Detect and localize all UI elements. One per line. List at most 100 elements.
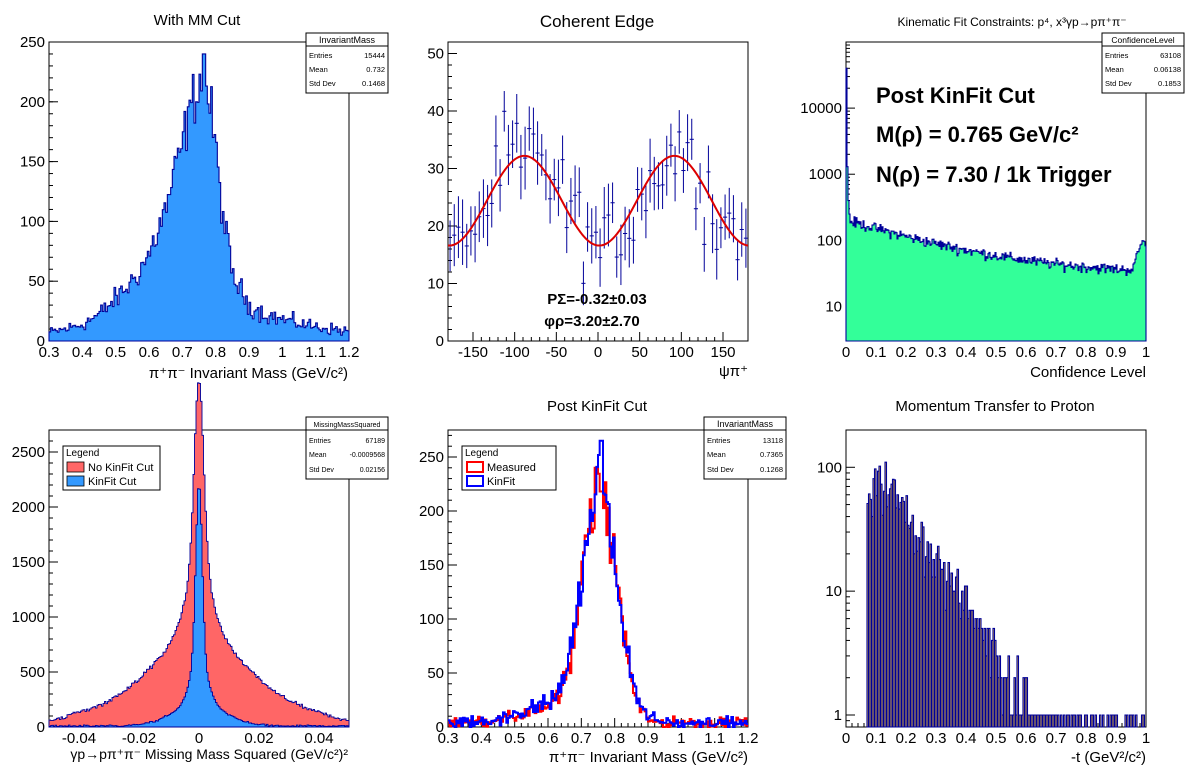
p5-ytick-label: 200	[419, 503, 444, 520]
p5-ytick-label: 100	[419, 611, 444, 628]
p6-xtick-label: 0	[842, 730, 850, 747]
p1-stats-entries-label: Entries	[309, 51, 333, 60]
p6-xtick-label: 0.6	[1016, 730, 1037, 747]
p5-xtick-label: 1	[677, 730, 685, 747]
p5-stats-entries-value: 13118	[763, 436, 783, 445]
p4-plot-area: -0.04 -0.02 0 0.02 0.04 0 500 1000 1500 2000 2500	[12, 382, 350, 747]
p5-xtick-label: 1.1	[704, 730, 725, 747]
p6-histogram	[866, 461, 1146, 728]
p2-fit-curve	[447, 154, 749, 247]
p2-xtick-label: -50	[545, 344, 567, 361]
p3-annotation-mass: M(ρ) = 0.765 GeV/c²	[876, 122, 1079, 147]
p5-plot-area: 0.3 0.4 0.5 0.6 0.7 0.8 0.9 1 1.1 1.2 0 50 100 150 200…	[419, 429, 759, 747]
p6-xtick-label: 0.4	[956, 730, 977, 747]
p6-xtick-label: 0.9	[1106, 730, 1127, 747]
p1-ytick-label: 150	[20, 154, 45, 171]
p2-fit-phase: φρ=3.20±2.70	[544, 313, 639, 330]
p3-annotation-cut: Post KinFit Cut	[876, 83, 1036, 108]
p4-stats-box: MissingMassSquared Entries 67189 Mean -0…	[305, 416, 389, 480]
p5-legend: Legend Measured KinFit	[461, 445, 557, 491]
p1-xtick-label: 0.6	[139, 344, 160, 361]
p3-stats-entries-label: Entries	[1105, 51, 1129, 60]
p5-stats-name: InvariantMass	[717, 419, 774, 429]
p4-legend-title: Legend	[66, 448, 99, 459]
p5-ytick-label: 50	[427, 665, 444, 682]
p1-stats-box: InvariantMass Entries 15444 Mean 0.732 S…	[305, 32, 389, 94]
p4-ytick-label: 0	[37, 719, 45, 736]
p3-xtick-label: 0.4	[956, 344, 977, 361]
p4-legend-swatch-kinfit	[66, 475, 85, 487]
panel-6: 0 0.1 0.2 0.3 0.4 0.5 0.6 0.7 0.8 0.9 1 1 10 100 Mome…	[817, 398, 1150, 766]
p1-xtick-label: 0.3	[39, 344, 60, 361]
p1-ytick-label: 200	[20, 94, 45, 111]
p2-plot-area: -150 -100 -50 0 50 100 150 0 10 20 30 40 50	[427, 41, 749, 361]
p1-xtick-label: 0.5	[105, 344, 126, 361]
p6-xtick-label: 0.8	[1076, 730, 1097, 747]
p6-ytick-label: 1	[834, 707, 842, 724]
p1-xtick-label: 0.8	[205, 344, 226, 361]
p2-ytick-label: 10	[427, 276, 444, 293]
p5-xtick-label: 0.7	[571, 730, 592, 747]
p2-title: Coherent Edge	[540, 12, 654, 31]
p2-xtick-label: 150	[710, 344, 735, 361]
p3-xtick-label: 0.5	[986, 344, 1007, 361]
p3-stats-std-label: Std Dev	[1105, 79, 1132, 88]
p6-title: Momentum Transfer to Proton	[895, 398, 1094, 415]
p4-ytick-label: 2500	[12, 444, 45, 461]
p5-legend-label-measured: Measured	[487, 462, 536, 474]
p3-stats-box: ConfidenceLevel Entries 63108 Mean 0.061…	[1101, 32, 1185, 94]
p2-ytick-label: 30	[427, 161, 444, 178]
p6-xtick-label: 0.7	[1046, 730, 1067, 747]
p4-stats-std-label: Std Dev	[309, 467, 334, 474]
p2-fit-asymmetry: PΣ=-0.32±0.03	[547, 291, 646, 308]
p2-ytick-label: 50	[427, 46, 444, 63]
p3-ytick-label: 10000	[800, 100, 842, 117]
p4-xtick-label: -0.02	[122, 730, 156, 747]
panel-1: 0.3 0.4 0.5 0.6 0.7 0.8 0.9 1 1.1 1.2 0 50 100 150 200…	[20, 12, 389, 382]
p1-xtick-label: 0.9	[239, 344, 260, 361]
p5-legend-label-kinfit: KinFit	[487, 476, 515, 488]
p6-xtick-label: 0.2	[896, 730, 917, 747]
p5-stats-std-label: Std Dev	[707, 465, 734, 474]
p6-xtick-label: 0.3	[926, 730, 947, 747]
p5-stats-entries-label: Entries	[707, 436, 731, 445]
p3-xtick-label: 0.7	[1046, 344, 1067, 361]
p6-ytick-label: 10	[825, 583, 842, 600]
p4-legend: Legend No KinFit Cut KinFit Cut	[62, 445, 161, 491]
p3-stats-entries-value: 63108	[1160, 51, 1181, 60]
p1-stats-entries-value: 15444	[364, 51, 385, 60]
p3-xtick-label: 0.9	[1106, 344, 1127, 361]
p5-series-kinfit	[448, 439, 748, 728]
p4-ytick-label: 1500	[12, 554, 45, 571]
p3-xtick-label: 0.6	[1016, 344, 1037, 361]
p5-stats-mean-label: Mean	[707, 450, 726, 459]
p3-ytick-label: 1000	[809, 166, 842, 183]
p1-xtick-label: 1.2	[339, 344, 360, 361]
p3-stats-mean-value: 0.06138	[1154, 65, 1181, 74]
p3-annotation-yield: N(ρ) = 7.30 / 1k Trigger	[876, 162, 1112, 187]
p4-ytick-label: 1000	[12, 609, 45, 626]
p5-xtick-label: 0.6	[538, 730, 559, 747]
panel-5: 0.3 0.4 0.5 0.6 0.7 0.8 0.9 1 1.1 1.2 0 50 100 150 200…	[419, 398, 787, 766]
p4-stats-std-value: 0.02156	[360, 467, 385, 474]
p5-xtick-label: 0.5	[504, 730, 525, 747]
p4-xlabel: γp→pπ⁺π⁻ Missing Mass Squared (GeV/c²)²	[70, 746, 348, 762]
p4-stats-name: MissingMassSquared	[314, 422, 381, 429]
p1-stats-mean-label: Mean	[309, 65, 328, 74]
p1-xtick-label: 1	[278, 344, 286, 361]
p5-xtick-label: 0.8	[604, 730, 625, 747]
p5-legend-title: Legend	[465, 448, 498, 459]
p3-plot-area: 0 0.1 0.2 0.3 0.4 0.5 0.6 0.7 0.8 0.9 1 10 100 1000 10…	[800, 41, 1150, 361]
p5-stats-box: InvariantMass Entries 13118 Mean 0.7365 …	[703, 416, 787, 480]
p3-xtick-label: 1	[1142, 344, 1150, 361]
p1-stats-name: InvariantMass	[319, 35, 376, 45]
p5-xtick-label: 1.2	[738, 730, 759, 747]
p2-xtick-label: 100	[669, 344, 694, 361]
panel-4: -0.04 -0.02 0 0.02 0.0405001000150020002500 …	[12, 382, 389, 762]
p5-xtick-label: 0.3	[438, 730, 459, 747]
p5-ytick-label: 0	[436, 719, 444, 736]
p6-ytick-label: 100	[817, 459, 842, 476]
panel-3: 0 0.1 0.2 0.3 0.4 0.5 0.6 0.7 0.8 0.9 1 10 100 1000 10…	[800, 15, 1185, 381]
p1-histogram	[48, 53, 350, 342]
